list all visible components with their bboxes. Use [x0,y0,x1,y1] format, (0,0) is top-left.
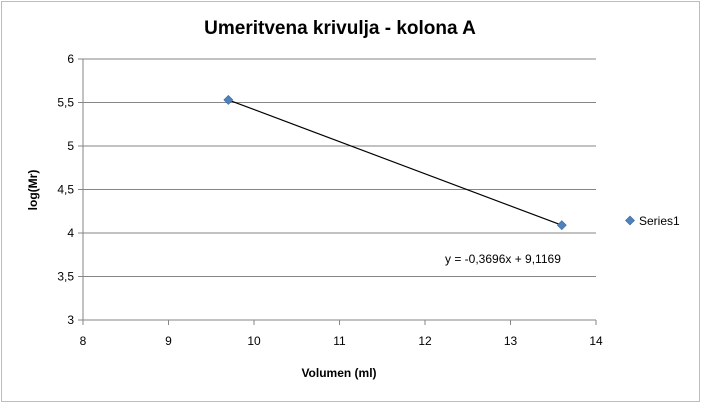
x-tick-label: 11 [333,334,346,348]
y-tick-label: 5,5 [57,96,74,110]
chart-title: Umeritvena krivulja - kolona A [204,18,476,39]
data-point-1 [223,94,234,105]
x-tick-label: 12 [418,334,432,348]
legend-marker-series1 [625,215,635,226]
trendline-equation: y = -0,3696x + 9,1169 [445,252,561,266]
gridlines [83,58,596,277]
x-tick-label: 14 [589,334,603,348]
legend: Series1 [625,214,680,228]
y-tick-label: 3,5 [57,270,74,284]
y-tick-label: 3 [67,313,74,327]
y-tick-label: 5 [67,139,74,153]
x-tick-labels: 8 9 10 11 12 13 14 [80,320,603,348]
y-tick-label: 6 [67,52,74,66]
x-tick-label: 13 [504,334,518,348]
data-points [223,94,567,231]
data-point-2 [556,220,567,231]
y-tick-label: 4,5 [57,183,74,197]
x-tick-label: 8 [80,334,87,348]
x-axis-title: Volumen (ml) [301,366,376,380]
x-tick-label: 10 [247,334,261,348]
trendline-group [228,99,563,226]
y-tick-label: 4 [67,226,74,240]
y-axis-title: log(Mr) [26,170,40,211]
trendline [228,99,563,226]
y-tick-labels: 3 3,5 4 4,5 5 5,5 6 [57,52,83,327]
x-tick-label: 9 [165,334,172,348]
legend-label-series1: Series1 [639,214,680,228]
